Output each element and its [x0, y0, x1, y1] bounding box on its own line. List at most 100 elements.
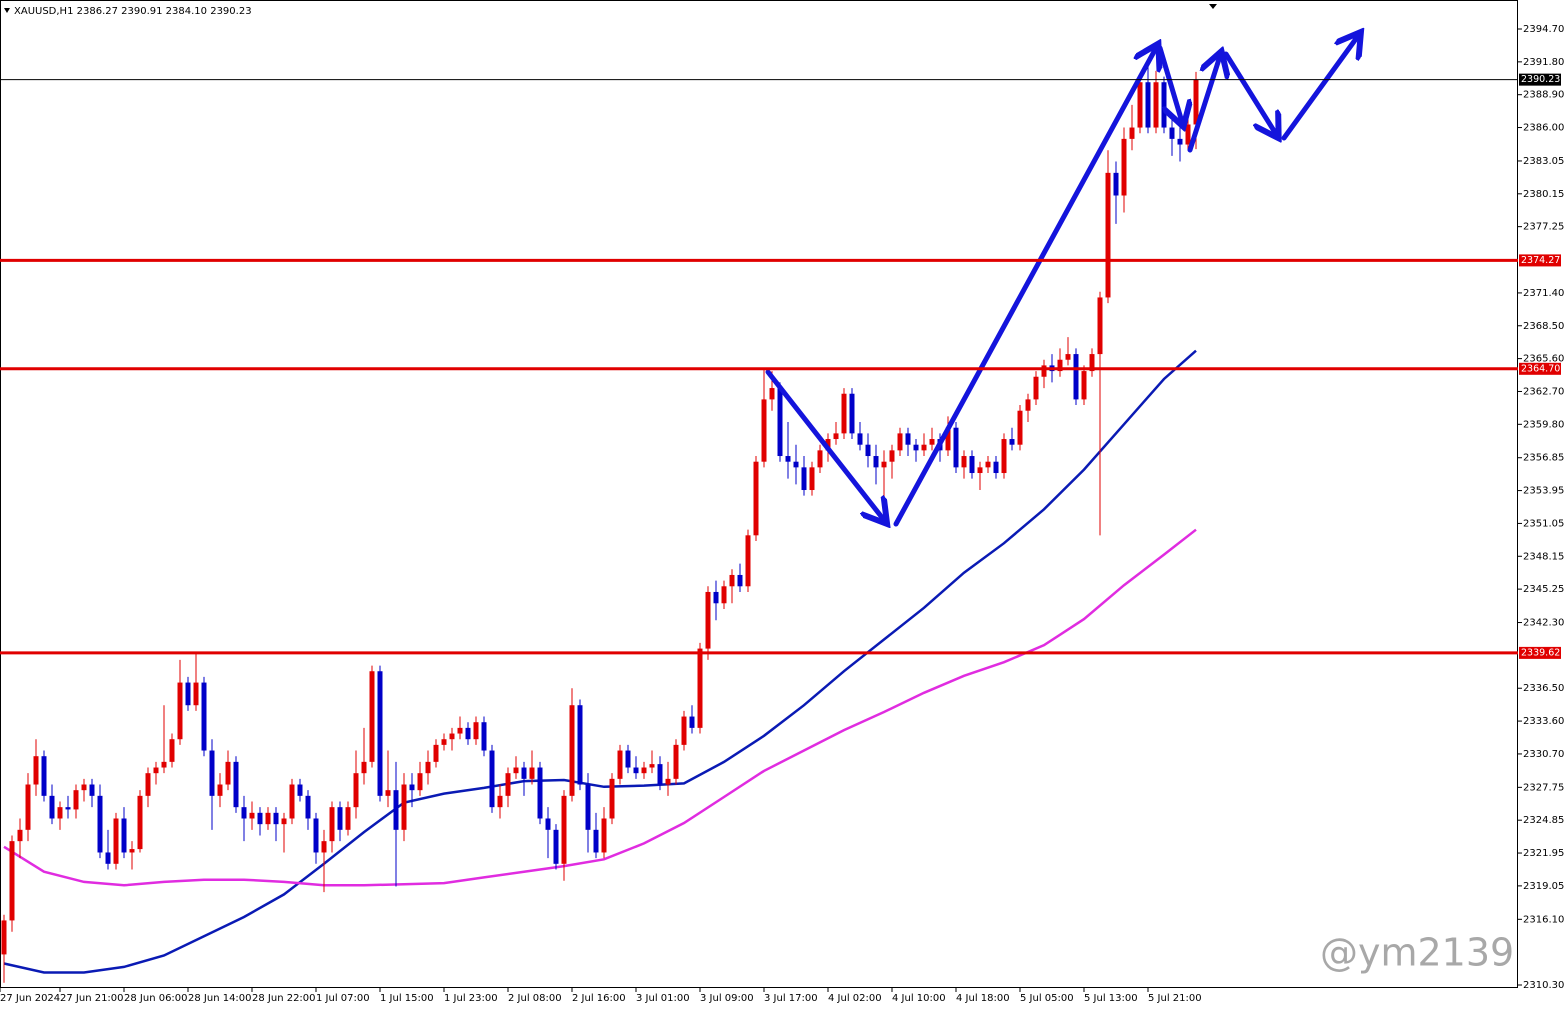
x-tick-label: 1 Jul 15:00: [380, 993, 434, 1004]
candle-body: [249, 812, 255, 819]
candle-body: [393, 790, 399, 830]
y-tick-label: 2319.05: [1523, 881, 1564, 892]
candle-body: [841, 393, 847, 434]
candle-body: [857, 433, 863, 445]
arrow: [765, 369, 884, 520]
level-label: 2364.70: [1521, 363, 1560, 374]
candle-body: [417, 773, 423, 791]
candle-body: [153, 767, 159, 774]
candle-body: [1113, 172, 1119, 196]
candle-body: [289, 784, 295, 819]
candle-body: [49, 795, 55, 819]
candle-body: [1097, 297, 1103, 355]
candle-body: [145, 773, 151, 796]
candle-body: [521, 767, 527, 779]
x-tick-label: 3 Jul 01:00: [636, 993, 690, 1004]
candle-body: [1193, 79, 1199, 125]
candle-body: [881, 461, 887, 468]
candle-body: [585, 784, 591, 830]
candle-body: [921, 444, 927, 451]
candle-body: [1065, 354, 1071, 360]
candle-body: [1, 920, 7, 955]
candle-body: [1017, 410, 1023, 445]
candle-body: [505, 773, 511, 796]
candle-body: [777, 388, 783, 457]
candle-body: [969, 456, 975, 474]
plot-frame: [0, 0, 1518, 988]
candle-body: [265, 812, 271, 825]
level-tag: [1519, 73, 1561, 86]
candle-body: [513, 767, 519, 774]
y-tick-label: 2380.15: [1523, 189, 1564, 200]
candle-body: [617, 750, 623, 779]
candle-body: [241, 807, 247, 819]
candle-body: [625, 750, 631, 768]
candle-body: [305, 795, 311, 819]
candle-body: [169, 739, 175, 762]
candle-body: [177, 682, 183, 740]
candle-body: [1057, 359, 1063, 372]
candle-body: [1137, 82, 1143, 128]
candle-body: [713, 591, 719, 604]
candle-body: [233, 761, 239, 808]
candle-body: [849, 393, 855, 434]
candle-body: [225, 761, 231, 785]
candle-body: [1153, 82, 1159, 128]
candle-body: [865, 444, 871, 457]
x-tick-label: 1 Jul 23:00: [444, 993, 498, 1004]
y-tick-label: 2333.60: [1523, 716, 1564, 727]
candle-body: [113, 818, 119, 864]
candle-body: [1105, 172, 1111, 298]
x-tick-label: 28 Jun 06:00: [124, 993, 188, 1004]
x-tick-label: 4 Jul 02:00: [828, 993, 882, 1004]
level-label: 2374.27: [1521, 255, 1560, 266]
candle-body: [345, 807, 351, 830]
candle-body: [657, 764, 663, 785]
candle-body: [1177, 138, 1183, 145]
candle-body: [441, 739, 447, 745]
watermark: @ym2139: [1320, 931, 1514, 975]
candle-body: [209, 750, 215, 796]
candle-body: [977, 467, 983, 474]
candle-body: [313, 818, 319, 853]
candle-body: [793, 461, 799, 468]
candle-body: [769, 388, 775, 400]
candle-body: [321, 841, 327, 853]
candle-body: [41, 756, 47, 796]
x-tick-label: 27 Jun 2024: [0, 993, 60, 1004]
candle-body: [385, 790, 391, 796]
arrow: [893, 48, 1156, 527]
y-tick-label: 2327.75: [1523, 782, 1564, 793]
candle-body: [81, 784, 87, 791]
candle-body: [465, 727, 471, 740]
candle-body: [601, 818, 607, 853]
x-tick-label: 1 Jul 07:00: [316, 993, 370, 1004]
candle-body: [377, 671, 383, 796]
candle-body: [537, 767, 543, 819]
candle-body: [193, 682, 199, 706]
y-tick-label: 2394.70: [1523, 24, 1564, 35]
candle-body: [785, 456, 791, 462]
candle-body: [1041, 365, 1047, 377]
candle-body: [609, 778, 615, 819]
candle-body: [353, 773, 359, 808]
level-label: 2339.62: [1521, 647, 1560, 658]
candle-body: [185, 682, 191, 706]
y-tick-label: 2321.95: [1523, 848, 1564, 859]
candle-body: [761, 399, 767, 462]
level-tag: [1519, 254, 1561, 267]
candle-body: [985, 461, 991, 468]
candle-body: [529, 767, 535, 779]
y-tick-label: 2342.30: [1523, 618, 1564, 629]
candle-body: [361, 761, 367, 774]
candle-body: [217, 784, 223, 796]
candle-body: [1129, 127, 1135, 139]
candle-body: [25, 784, 31, 830]
x-tick-label: 3 Jul 09:00: [700, 993, 754, 1004]
y-tick-label: 2345.25: [1523, 584, 1564, 595]
y-tick-label: 2362.70: [1523, 386, 1564, 397]
candle-body: [329, 807, 335, 842]
candle-body: [257, 812, 263, 825]
